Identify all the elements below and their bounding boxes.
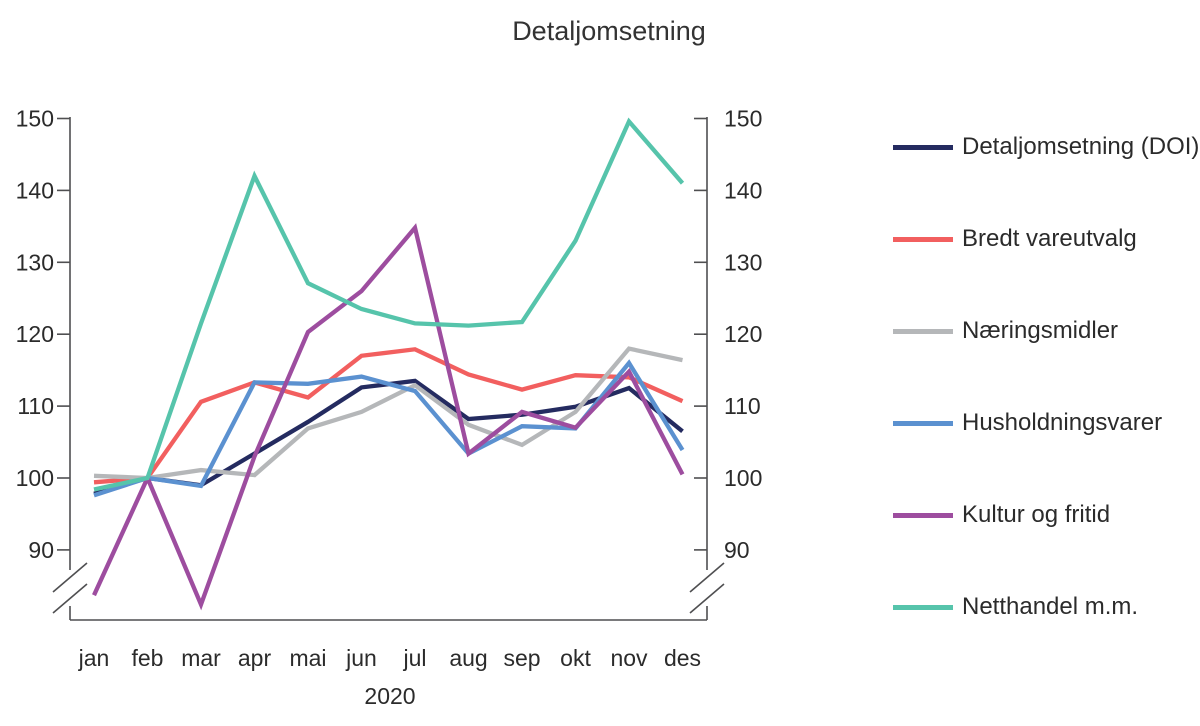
y-tick-label-left: 110	[17, 393, 54, 419]
x-axis-year-label: 2020	[364, 683, 415, 709]
series-line-n-ringsmidler	[93, 346, 683, 481]
y-tick-label-left: 140	[16, 177, 54, 203]
chart-title: Detaljomsetning	[512, 16, 706, 46]
series-lines	[92, 117, 685, 611]
y-tick-label-left: 150	[16, 106, 54, 132]
y-tick-label-right: 120	[724, 321, 762, 347]
month-label: des	[664, 645, 701, 671]
legend-item: Husholdningsvarer	[893, 409, 1162, 437]
y-tick-label-left: 130	[16, 249, 54, 275]
y-tick-label-right: 140	[724, 177, 762, 203]
legend-label: Bredt vareutvalg	[962, 225, 1137, 252]
legend-label: Netthandel m.m.	[962, 593, 1139, 620]
series-line-netthandel-m-m	[93, 117, 685, 492]
legend-swatch	[893, 236, 953, 242]
legend-label: Kultur og fritid	[962, 501, 1111, 528]
legend-item: Bredt vareutvalg	[893, 225, 1137, 253]
legend-swatch	[893, 604, 953, 610]
y-tick-label-right: 100	[724, 465, 762, 491]
legend-swatch	[893, 328, 953, 334]
axes	[52, 117, 725, 621]
legend-label: Næringsmidler	[962, 317, 1119, 344]
y-tick-label-right: 90	[724, 537, 750, 563]
legend-label: Detaljomsetning (DOI)	[962, 133, 1200, 160]
month-label: jan	[78, 645, 110, 671]
y-tick-label-right: 150	[724, 106, 762, 132]
axis-break-mark	[689, 562, 725, 593]
axis-break-mark	[689, 583, 725, 614]
axis-break-mark	[52, 583, 88, 614]
y-tick-label-right: 110	[724, 393, 761, 419]
legend-swatch	[893, 512, 953, 518]
axis-break-mark	[52, 562, 88, 593]
month-label: feb	[132, 645, 164, 671]
legend-item: Detaljomsetning (DOI)	[893, 133, 1199, 161]
month-label: jul	[402, 645, 426, 671]
legend-swatch	[893, 144, 953, 150]
month-label: apr	[238, 645, 272, 671]
y-tick-label-left: 90	[28, 537, 54, 563]
month-label: okt	[560, 645, 591, 671]
month-label: aug	[449, 645, 487, 671]
month-label: jun	[345, 645, 377, 671]
legend-swatch	[893, 420, 953, 426]
chart-legend: Detaljomsetning (DOI) Bredt vareutvalg Nær…	[890, 0, 1200, 726]
y-tick-label-left: 100	[16, 465, 54, 491]
month-label: sep	[503, 645, 540, 671]
month-label: mai	[289, 645, 326, 671]
series-line-kultur-og-fritid	[92, 223, 685, 611]
axis-labels: 150 150 140 140 130 130 120 120 110 110 100 100 90 90…	[16, 106, 763, 672]
legend-item: Næringsmidler	[893, 317, 1118, 345]
y-tick-label-left: 120	[16, 321, 54, 347]
month-label: nov	[610, 645, 648, 671]
month-label: mar	[181, 645, 221, 671]
y-tick-label-right: 130	[724, 249, 762, 275]
legend-label: Husholdningsvarer	[962, 409, 1163, 436]
series-line-bredt-vareutvalg	[93, 347, 684, 485]
legend-item: Netthandel m.m.	[893, 593, 1138, 621]
legend-item: Kultur og fritid	[893, 501, 1110, 529]
